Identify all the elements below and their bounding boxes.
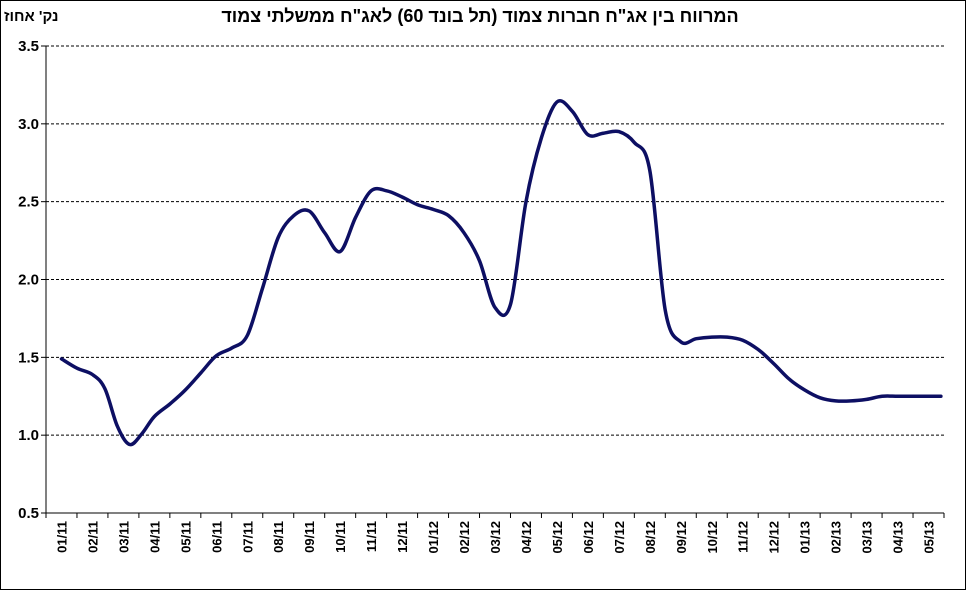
x-tick-label-27: 04/13 [891,521,906,554]
x-tick-label-5: 06/11 [209,521,224,553]
x-tick-label-10: 11/11 [364,521,379,552]
x-tick-label-13: 02/12 [457,521,472,554]
x-tick-label-25: 02/13 [829,521,844,554]
y-tick-label-3: 2.0 [18,272,39,289]
y-tick-label-2: 1.5 [18,349,39,366]
x-tick-label-19: 08/12 [643,521,658,554]
y-tick-label-6: 3.5 [18,38,39,55]
x-tick-label-1: 02/11 [85,521,100,553]
x-tick-label-23: 12/12 [767,521,782,554]
x-tick-label-4: 05/11 [178,521,193,553]
x-tick-label-3: 04/11 [147,521,162,553]
x-tick-label-20: 09/12 [674,521,689,554]
y-tick-label-0: 0.5 [18,505,39,522]
x-tick-label-6: 07/11 [240,521,255,553]
x-tick-label-24: 01/13 [798,521,813,554]
x-tick-label-11: 12/11 [395,521,410,553]
x-tick-label-22: 11/12 [736,521,751,553]
x-tick-label-0: 01/11 [54,521,69,553]
x-tick-label-28: 05/13 [922,521,937,554]
x-tick-label-2: 03/11 [116,521,131,553]
y-axis-unit-label: נק' אחוז [4,8,59,25]
y-tick-label-5: 3.0 [18,116,39,133]
x-tick-label-12: 01/12 [426,521,441,554]
chart-title: המרווח בין אג"ח חברות צמוד (תל בונד 60) … [221,6,739,26]
x-tick-label-26: 03/13 [860,521,875,554]
x-tick-label-21: 10/12 [705,521,720,554]
y-tick-label-4: 2.5 [18,194,39,211]
series-line-0 [59,99,943,447]
y-tick-label-1: 1.0 [18,427,39,444]
x-tick-label-17: 06/12 [581,521,596,554]
x-tick-label-7: 08/11 [271,521,286,553]
x-tick-label-16: 05/12 [550,521,565,554]
x-tick-label-8: 09/11 [302,521,317,553]
x-tick-label-9: 10/11 [333,521,348,553]
x-tick-label-14: 03/12 [488,521,503,554]
x-tick-label-15: 04/12 [519,521,534,554]
x-tick-label-18: 07/12 [612,521,627,554]
